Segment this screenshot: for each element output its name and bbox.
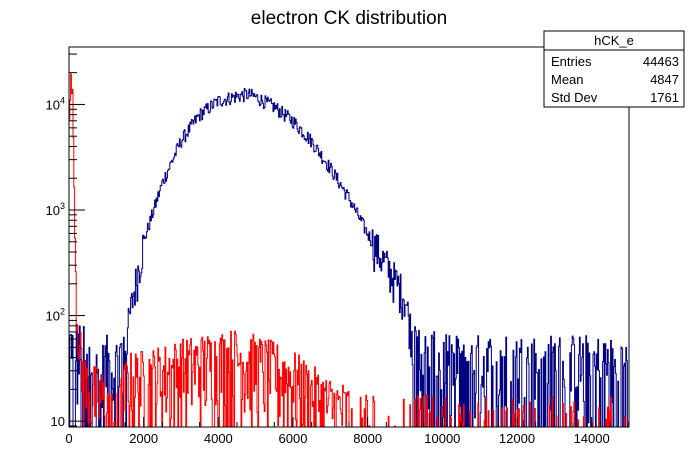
x-tick-label: 10000: [424, 431, 460, 446]
x-tick-label: 0: [65, 431, 72, 446]
stats-stddev-value: 1761: [650, 90, 679, 105]
x-tick-label: 6000: [279, 431, 308, 446]
stats-stddev-label: Std Dev: [551, 90, 598, 105]
x-tick-label: 14000: [574, 431, 610, 446]
x-tick-label: 8000: [353, 431, 382, 446]
stats-entries-value: 44463: [643, 54, 679, 69]
chart-title: electron CK distribution: [251, 8, 447, 29]
stats-box-frame: [543, 30, 685, 108]
stats-box-name: hCK_e: [594, 33, 634, 48]
axis-layer: 0 2000 4000 6000 8000 10000 12000 14000 10 102 103…: [46, 53, 611, 446]
x-tick-label: 12000: [499, 431, 535, 446]
stats-box: hCK_e Entries 44463 Mean 4847 Std Dev 17…: [543, 30, 685, 108]
stats-entries-label: Entries: [551, 54, 592, 69]
stats-mean-label: Mean: [551, 72, 584, 87]
series-1-line: [69, 88, 629, 428]
x-tick-label: 2000: [129, 431, 158, 446]
y-tick-label: 10: [51, 414, 65, 429]
x-tick-label: 4000: [204, 431, 233, 446]
y-tick-label: 104: [46, 95, 65, 112]
y-tick-label: 102: [46, 307, 65, 324]
y-tick-label: 103: [46, 201, 65, 218]
series-layer: [69, 73, 629, 428]
stats-mean-value: 4847: [650, 72, 679, 87]
